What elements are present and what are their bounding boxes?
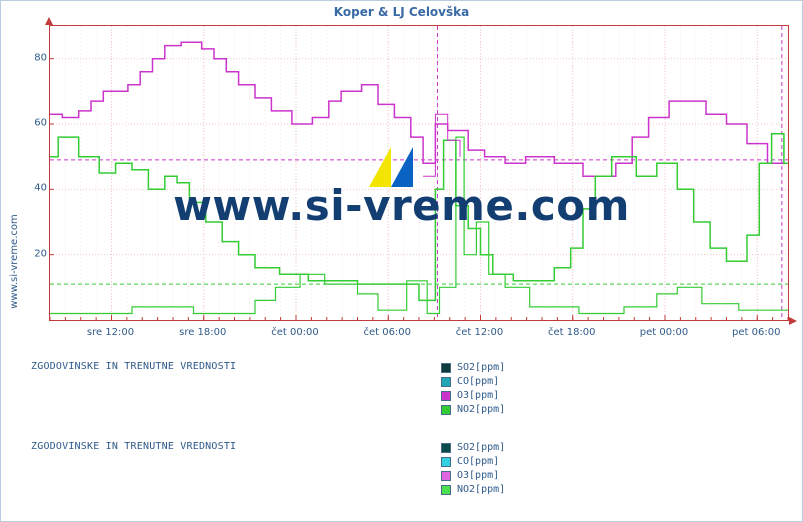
- legend-label: SO2[ppm]: [457, 361, 505, 375]
- legend-items: SO2[ppm]CO[ppm]O3[ppm]NO2[ppm]: [441, 361, 505, 417]
- y-tick-label: 80: [34, 52, 47, 63]
- x-axis-ticks: sre 12:00 sre 18:00 čet 00:00 čet 06:00 čet …: [49, 325, 789, 341]
- legend-item: NO2[ppm]: [441, 403, 505, 417]
- legend-item: SO2[ppm]: [441, 361, 505, 375]
- chart-title: Koper & LJ Celovška: [1, 5, 802, 19]
- legend-label: CO[ppm]: [457, 455, 499, 469]
- legend-swatch-icon: [441, 471, 451, 481]
- legend-title: ZGODOVINSKE IN TRENUTNE VREDNOSTI: [31, 441, 792, 452]
- y-tick-label: 40: [34, 183, 47, 194]
- x-tick-label: sre 12:00: [87, 327, 134, 338]
- legend-item: SO2[ppm]: [441, 441, 505, 455]
- legend-item: O3[ppm]: [441, 389, 505, 403]
- y-axis-label-text: www.si-vreme.com: [9, 214, 20, 309]
- legend-label: SO2[ppm]: [457, 441, 505, 455]
- y-axis-ticks: 20 40 60 80: [25, 25, 47, 321]
- x-axis-arrow-icon: [789, 317, 797, 325]
- legend-label: O3[ppm]: [457, 389, 499, 403]
- legend-swatch-icon: [441, 391, 451, 401]
- x-tick-label: čet 00:00: [271, 327, 319, 338]
- x-tick-label: čet 06:00: [363, 327, 411, 338]
- y-tick-label: 60: [34, 118, 47, 129]
- y-tick-label: 20: [34, 248, 47, 259]
- legend-label: NO2[ppm]: [457, 403, 505, 417]
- legend-label: O3[ppm]: [457, 469, 499, 483]
- legend-item: CO[ppm]: [441, 455, 505, 469]
- plot-area: [49, 25, 789, 321]
- y-axis-arrow-icon: [45, 17, 53, 25]
- x-tick-label: čet 18:00: [548, 327, 596, 338]
- legend-swatch-icon: [441, 457, 451, 467]
- legend-group: ZGODOVINSKE IN TRENUTNE VREDNOSTISO2[ppm…: [31, 441, 792, 452]
- legend-swatch-icon: [441, 405, 451, 415]
- x-tick-label: pet 06:00: [732, 327, 780, 338]
- legend-item: NO2[ppm]: [441, 483, 505, 497]
- legend-label: CO[ppm]: [457, 375, 499, 389]
- plot-svg: [50, 26, 788, 320]
- legend-label: NO2[ppm]: [457, 483, 505, 497]
- legend-swatch-icon: [441, 443, 451, 453]
- legend-items: SO2[ppm]CO[ppm]O3[ppm]NO2[ppm]: [441, 441, 505, 497]
- x-tick-label: pet 00:00: [640, 327, 688, 338]
- legend-group: ZGODOVINSKE IN TRENUTNE VREDNOSTISO2[ppm…: [31, 361, 792, 372]
- legend-item: CO[ppm]: [441, 375, 505, 389]
- legend-item: O3[ppm]: [441, 469, 505, 483]
- x-tick-label: čet 12:00: [456, 327, 504, 338]
- chart-frame: Koper & LJ Celovška www.si-vreme.com 20 4…: [0, 0, 803, 522]
- legend-swatch-icon: [441, 363, 451, 373]
- legend-swatch-icon: [441, 377, 451, 387]
- x-tick-label: sre 18:00: [179, 327, 226, 338]
- y-axis-label: www.si-vreme.com: [7, 1, 21, 521]
- legend-swatch-icon: [441, 485, 451, 495]
- legend-title: ZGODOVINSKE IN TRENUTNE VREDNOSTI: [31, 361, 792, 372]
